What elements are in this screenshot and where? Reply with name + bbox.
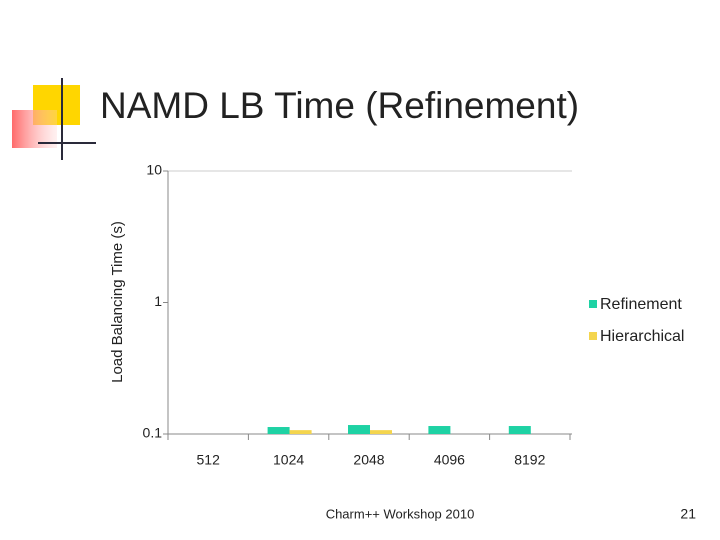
legend-swatch (589, 332, 597, 340)
y-tick-label: 10 (146, 162, 162, 178)
x-tick-label: 512 (197, 452, 221, 468)
legend-label: Refinement (600, 296, 682, 313)
x-tick-label: 8192 (514, 452, 545, 468)
bar (289, 430, 312, 434)
decor-red-square (12, 110, 57, 148)
x-tick-label: 4096 (434, 452, 465, 468)
y-axis-label: Load Balancing Time (s) (109, 221, 126, 383)
bar (508, 426, 531, 434)
legend-swatch (589, 300, 597, 308)
bar (267, 427, 290, 434)
page-number: 21 (680, 506, 696, 522)
y-tick-label: 1 (154, 293, 162, 309)
x-tick-label: 2048 (353, 452, 384, 468)
legend-label: Hierarchical (600, 328, 684, 345)
y-tick-label: 0.1 (143, 425, 163, 441)
bar (370, 430, 392, 434)
bar (428, 426, 451, 434)
x-tick-label: 1024 (273, 452, 304, 468)
bar (348, 425, 370, 434)
chart-title: NAMD LB Time (Refinement) (100, 85, 579, 126)
footer: Charm++ Workshop 2010 (326, 506, 475, 521)
